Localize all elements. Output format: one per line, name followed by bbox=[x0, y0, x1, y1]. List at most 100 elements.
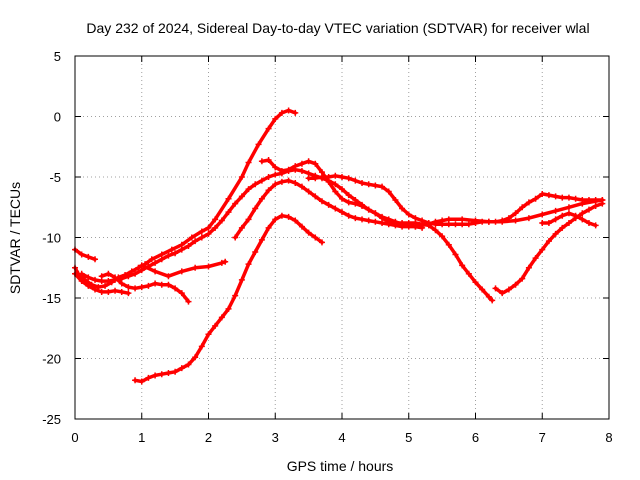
data-point bbox=[545, 192, 552, 199]
data-point bbox=[218, 314, 225, 321]
data-point bbox=[102, 282, 109, 289]
data-point bbox=[105, 288, 112, 295]
data-point bbox=[472, 219, 479, 226]
data-point bbox=[158, 256, 165, 263]
data-point bbox=[365, 217, 372, 224]
data-point bbox=[198, 343, 205, 350]
data-point bbox=[492, 218, 499, 225]
data-point bbox=[138, 262, 145, 269]
data-point bbox=[525, 264, 532, 271]
y-tick-label: -25 bbox=[42, 412, 61, 427]
series-arc-9 bbox=[260, 158, 494, 303]
y-axis-label: SDTVAR / TECUs bbox=[7, 182, 23, 294]
data-point bbox=[152, 372, 159, 379]
data-point bbox=[499, 217, 506, 224]
data-point bbox=[158, 281, 165, 288]
data-point bbox=[318, 198, 325, 205]
y-tick-label: -5 bbox=[49, 170, 61, 185]
data-point bbox=[192, 238, 199, 245]
data-point bbox=[579, 196, 586, 203]
data-point bbox=[345, 175, 352, 182]
data-point bbox=[285, 213, 292, 220]
data-point bbox=[539, 246, 546, 253]
data-point bbox=[339, 186, 345, 193]
data-point bbox=[352, 200, 359, 207]
data-point bbox=[305, 188, 312, 195]
x-tick-label: 7 bbox=[539, 430, 546, 445]
data-point bbox=[178, 268, 185, 275]
data-point bbox=[285, 166, 292, 173]
data-point bbox=[138, 378, 145, 385]
data-point bbox=[565, 194, 572, 201]
data-point bbox=[452, 221, 459, 228]
data-point bbox=[585, 196, 592, 203]
data-point bbox=[399, 219, 406, 226]
data-point bbox=[539, 219, 546, 226]
data-point bbox=[278, 109, 285, 116]
data-point bbox=[332, 172, 339, 179]
data-point bbox=[205, 230, 212, 237]
y-tick-label: 0 bbox=[54, 110, 61, 125]
data-point bbox=[238, 276, 245, 283]
data-point bbox=[258, 177, 265, 184]
data-point bbox=[479, 286, 486, 293]
data-point bbox=[78, 278, 85, 285]
data-point bbox=[345, 212, 352, 219]
data-point bbox=[512, 281, 519, 288]
data-point bbox=[592, 203, 599, 210]
data-point bbox=[305, 229, 312, 236]
data-point bbox=[499, 290, 506, 297]
data-point bbox=[352, 177, 359, 184]
data-point bbox=[332, 205, 339, 212]
data-point bbox=[172, 285, 179, 292]
data-point bbox=[519, 275, 526, 282]
data-point bbox=[125, 284, 132, 291]
data-point bbox=[465, 221, 472, 228]
data-point bbox=[225, 195, 232, 202]
data-point bbox=[125, 273, 132, 280]
data-point bbox=[352, 215, 359, 222]
data-point bbox=[252, 249, 259, 256]
data-point bbox=[172, 250, 179, 257]
data-point bbox=[145, 282, 152, 289]
data-point bbox=[292, 163, 299, 170]
data-point bbox=[439, 233, 446, 240]
data-point bbox=[255, 141, 262, 148]
data-point bbox=[198, 234, 205, 241]
data-point bbox=[265, 187, 272, 194]
data-point bbox=[285, 177, 292, 184]
data-point bbox=[245, 216, 252, 223]
data-point bbox=[505, 215, 512, 222]
data-point bbox=[572, 212, 579, 219]
data-point bbox=[165, 273, 172, 280]
data-point bbox=[298, 183, 305, 190]
data-point bbox=[525, 199, 532, 206]
plot-area bbox=[72, 107, 606, 385]
data-point bbox=[559, 224, 566, 231]
data-point bbox=[579, 210, 586, 217]
data-point bbox=[292, 109, 299, 116]
data-point bbox=[345, 192, 352, 199]
data-point bbox=[198, 228, 205, 235]
x-tick-label: 4 bbox=[338, 430, 345, 445]
data-point bbox=[138, 284, 145, 291]
data-point bbox=[185, 298, 192, 305]
data-point bbox=[292, 180, 299, 187]
data-point bbox=[305, 158, 312, 165]
data-point bbox=[298, 160, 305, 167]
data-point bbox=[258, 236, 265, 243]
data-point bbox=[272, 164, 279, 171]
data-point bbox=[585, 206, 592, 213]
data-point bbox=[285, 107, 292, 114]
data-point bbox=[278, 167, 285, 174]
data-point bbox=[419, 217, 426, 224]
data-point bbox=[325, 201, 332, 208]
y-tick-label: -20 bbox=[42, 352, 61, 367]
data-point bbox=[92, 286, 99, 293]
data-point bbox=[245, 159, 252, 166]
data-point bbox=[445, 241, 452, 248]
data-point bbox=[372, 218, 379, 225]
data-point bbox=[372, 182, 379, 189]
data-point bbox=[565, 210, 572, 217]
